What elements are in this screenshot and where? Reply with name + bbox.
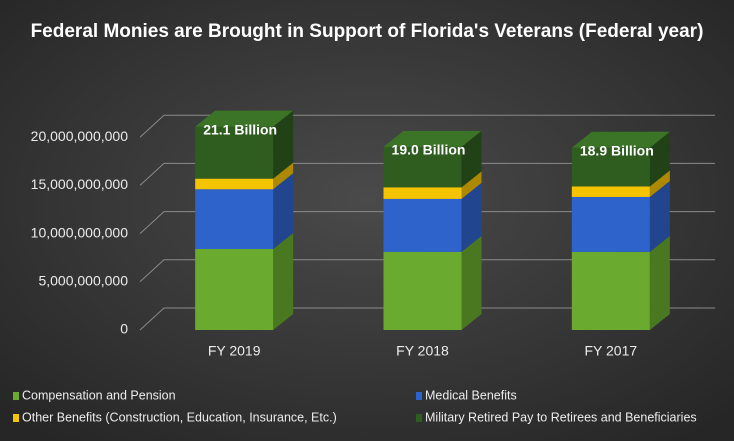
- legend-label: Compensation and Pension: [22, 388, 176, 402]
- bar-side: [273, 173, 294, 250]
- bar-top: [195, 110, 294, 127]
- grid-line: [139, 162, 715, 186]
- legend-label: Other Benefits (Construction, Education,…: [22, 410, 337, 424]
- legend-swatch: [13, 392, 19, 400]
- bar-side: [461, 130, 482, 188]
- bar-side: [649, 131, 670, 187]
- bar: [383, 187, 462, 199]
- bar: [383, 146, 462, 188]
- legend-label: Military Retired Pay to Retirees and Ben…: [425, 410, 697, 424]
- grid-line: [139, 114, 715, 138]
- bar-top: [383, 130, 482, 147]
- total-label: 19.0 Billion: [392, 142, 466, 158]
- grid-line: [139, 259, 715, 283]
- bar-side: [461, 182, 482, 252]
- y-tick-label: 5,000,000,000: [38, 273, 128, 289]
- bar: [571, 147, 650, 187]
- bar: [571, 251, 650, 330]
- bar-top: [571, 131, 670, 148]
- x-tick-label: FY 2019: [208, 343, 261, 359]
- bar: [383, 251, 462, 330]
- bar-side: [461, 235, 482, 330]
- bar-side: [649, 235, 670, 330]
- grid-line: [139, 211, 715, 234]
- x-tick-label: FY 2018: [396, 343, 449, 359]
- bar: [383, 198, 462, 252]
- y-tick-label: 0: [120, 321, 128, 337]
- bar: [195, 189, 274, 250]
- bar-side: [273, 110, 294, 179]
- chart-title: Federal Monies are Brought in Support of…: [31, 21, 704, 42]
- y-tick-label: 20,000,000,000: [31, 128, 129, 144]
- x-tick-label: FY 2017: [584, 343, 637, 359]
- bar: [571, 196, 650, 252]
- y-tick-label: 15,000,000,000: [31, 176, 129, 192]
- total-label: 21.1 Billion: [203, 121, 277, 137]
- legend-swatch: [416, 414, 422, 422]
- grid-line: [139, 307, 715, 331]
- legend-label: Medical Benefits: [425, 388, 517, 402]
- legend-swatch: [13, 414, 19, 422]
- bar: [571, 186, 650, 197]
- y-tick-label: 10,000,000,000: [31, 224, 129, 240]
- bar-side: [649, 170, 670, 197]
- bar-side: [461, 171, 482, 199]
- bar-side: [273, 233, 294, 330]
- bar-side: [273, 162, 294, 190]
- bar: [195, 178, 274, 190]
- total-label: 18.9 Billion: [580, 143, 654, 159]
- legend-swatch: [416, 392, 422, 400]
- bar: [195, 126, 274, 179]
- bar-side: [649, 180, 670, 252]
- bar: [195, 249, 274, 330]
